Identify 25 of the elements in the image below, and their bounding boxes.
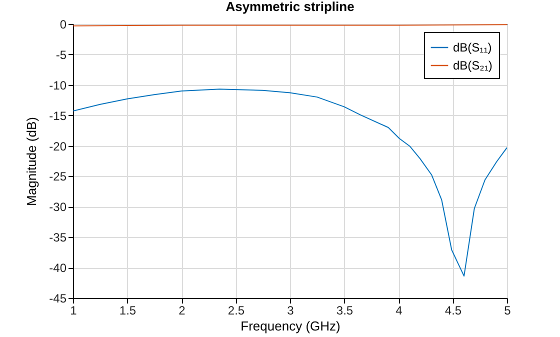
chart-title: Asymmetric stripline [226, 0, 354, 14]
x-tick-label: 5 [504, 304, 512, 318]
x-tick-label: 3 [287, 304, 294, 318]
x-tick-label: 4.5 [444, 304, 462, 318]
x-tick-label: 2.5 [228, 304, 245, 318]
y-tick-label: -15 [49, 108, 67, 123]
y-tick-label: -40 [49, 261, 67, 276]
y-axis-title: Magnitude (dB) [24, 117, 40, 206]
x-tick-label: 1.5 [119, 304, 136, 318]
legend-label: dB(S₂₁) [453, 58, 492, 72]
y-tick-label: -30 [49, 200, 67, 214]
y-tick-label: -45 [49, 292, 67, 306]
y-tick-label: -25 [49, 170, 67, 184]
y-tick-label: 0 [60, 18, 67, 32]
y-tick-label: -5 [56, 48, 67, 62]
y-tick-label: -20 [49, 139, 67, 154]
y-tick-label: -10 [49, 78, 67, 92]
x-axis-title: Frequency (GHz) [240, 318, 340, 334]
legend-label: dB(S₁₁) [453, 40, 492, 54]
x-tick-label: 3.5 [336, 304, 354, 318]
line-series [73, 88, 507, 277]
x-tick-label: 4 [396, 304, 403, 318]
x-tick-label: 2 [178, 304, 186, 318]
x-tick-label: 1 [70, 304, 78, 318]
y-tick-label: -35 [49, 230, 67, 245]
